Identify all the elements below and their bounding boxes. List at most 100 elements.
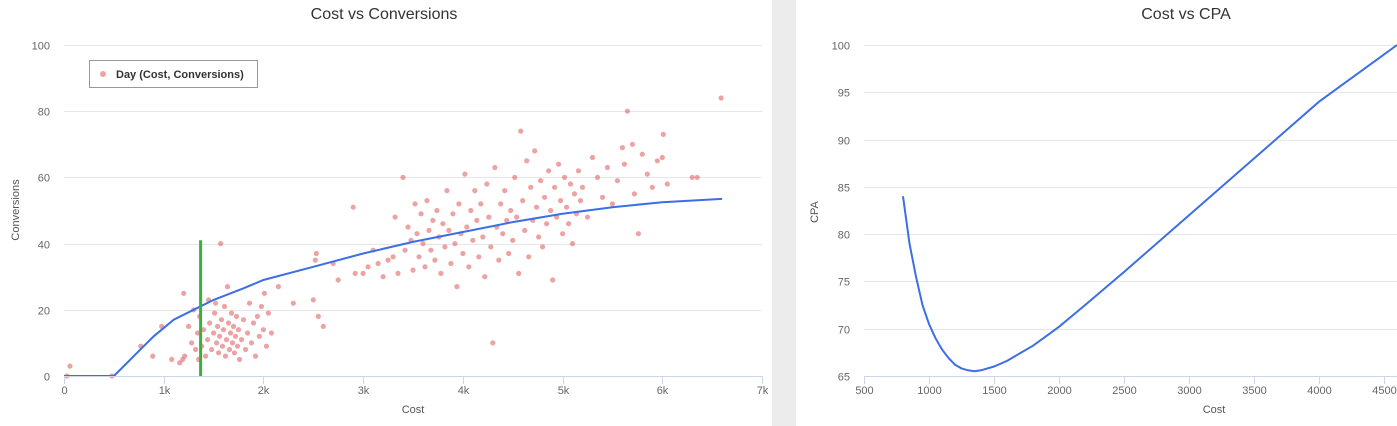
scatter-point	[468, 207, 474, 214]
scatter-point	[456, 201, 462, 207]
scatter-point	[589, 154, 596, 161]
scatter-point	[619, 145, 626, 151]
y-tick-label: 40	[38, 240, 50, 252]
scatter-point	[564, 204, 570, 210]
scatter-point	[474, 217, 480, 223]
x-tick-label: 1500	[982, 385, 1006, 397]
scatter-point	[454, 284, 460, 290]
scatter-point	[566, 221, 572, 227]
scatter-point	[233, 313, 240, 319]
scatter-point	[252, 353, 259, 359]
y-tick-label: 100	[832, 41, 850, 53]
scatter-point	[629, 141, 636, 147]
scatter-point	[510, 237, 516, 243]
scatter-point	[569, 241, 576, 247]
scatter-point	[649, 184, 655, 190]
scatter-point	[544, 221, 550, 227]
scatter-point	[470, 237, 476, 243]
cost-vs-conversions-chart: Cost vs Conversions Cost Conversions Day…	[10, 6, 769, 416]
scatter-point	[405, 224, 411, 230]
scatter-point	[261, 290, 267, 296]
scatter-point	[516, 270, 522, 276]
x-tick-label: 4000	[1307, 385, 1331, 397]
scatter-point	[352, 270, 358, 276]
scatter-point	[504, 217, 510, 223]
y-tick-label: 100	[32, 41, 50, 53]
scatter-point	[448, 260, 454, 267]
scatter-point	[181, 290, 187, 296]
scatter-point	[486, 214, 492, 220]
scatter-point	[428, 247, 434, 253]
scatter-point	[177, 360, 183, 366]
x-tick-label: 3000	[1177, 385, 1201, 397]
scatter-point	[631, 191, 638, 197]
scatter-point	[224, 284, 231, 290]
y-tick-label: 75	[838, 277, 850, 289]
scatter-point	[466, 264, 472, 270]
scatter-point	[402, 247, 408, 253]
scatter-point	[227, 330, 234, 336]
scatter-point	[621, 161, 628, 167]
scatter-point	[230, 323, 237, 329]
scatter-point	[552, 184, 558, 190]
scatter-point	[478, 201, 484, 207]
fit-curve	[64, 197, 723, 377]
scatter-point	[231, 350, 238, 356]
scatter-point	[236, 356, 243, 362]
scatter-point	[254, 313, 260, 319]
y-tick-label: 0	[44, 372, 50, 384]
scatter-point	[546, 168, 552, 174]
scatter-point	[694, 174, 700, 180]
x-tick-label: 3k	[358, 385, 370, 397]
scatter-point	[244, 330, 251, 336]
cost-vs-conversions-panel: Cost vs Conversions Cost Conversions Day…	[10, 6, 769, 416]
scatter-point	[542, 194, 548, 200]
scatter-point	[312, 257, 318, 263]
y-tick-label: 80	[38, 107, 50, 119]
scatter-point	[242, 346, 249, 353]
x-tick-label: 1k	[159, 385, 171, 397]
legend-point-icon	[100, 71, 106, 77]
scatter-point	[460, 250, 466, 257]
scatter-point	[211, 330, 217, 336]
y-tick-label: 20	[38, 306, 50, 318]
scatter-point	[556, 161, 562, 167]
cost-vs-cpa-chart: Cost vs CPA Cost CPA 65 70 75 80 85 90 95 100 50…	[809, 6, 1397, 416]
scatter-point	[532, 148, 538, 154]
scatter-point	[538, 178, 544, 184]
scatter-point	[442, 244, 448, 250]
scatter-point	[472, 188, 478, 194]
scatter-point	[635, 231, 642, 237]
legend[interactable]: Day (Cost, Conversions)	[89, 60, 258, 88]
scatter-point	[496, 257, 502, 263]
x-tick-label: 5k	[558, 385, 570, 397]
x-tick-label: 2k	[258, 385, 270, 397]
scatter-point	[584, 214, 591, 220]
scatter-point	[575, 168, 582, 174]
scatter-point	[203, 353, 209, 359]
y-axis-title: CPA	[809, 200, 821, 222]
scatter-point	[526, 254, 532, 260]
chart-title: Cost vs CPA	[1141, 6, 1231, 23]
scatter-point	[571, 191, 578, 197]
y-tick-label: 80	[838, 230, 850, 242]
scatter-point	[67, 363, 73, 369]
scatter-point	[265, 310, 271, 316]
scatter-point	[219, 343, 226, 349]
scatter-point	[385, 257, 391, 263]
legend-box	[89, 60, 258, 88]
scatter-point	[350, 204, 356, 210]
x-tick-label: 6k	[657, 385, 669, 397]
scatter-point	[217, 333, 223, 339]
scatter-point	[240, 317, 247, 323]
scatter-point	[476, 254, 482, 260]
scatter-point	[520, 198, 526, 204]
scatter-point	[207, 320, 213, 326]
scatter-point	[644, 171, 650, 177]
scatter-point	[434, 207, 440, 214]
scatter-point	[514, 214, 520, 220]
scatter-point	[250, 320, 257, 326]
scatter-point	[229, 340, 236, 346]
scatter-point	[275, 284, 281, 290]
scatter-point	[432, 257, 438, 263]
